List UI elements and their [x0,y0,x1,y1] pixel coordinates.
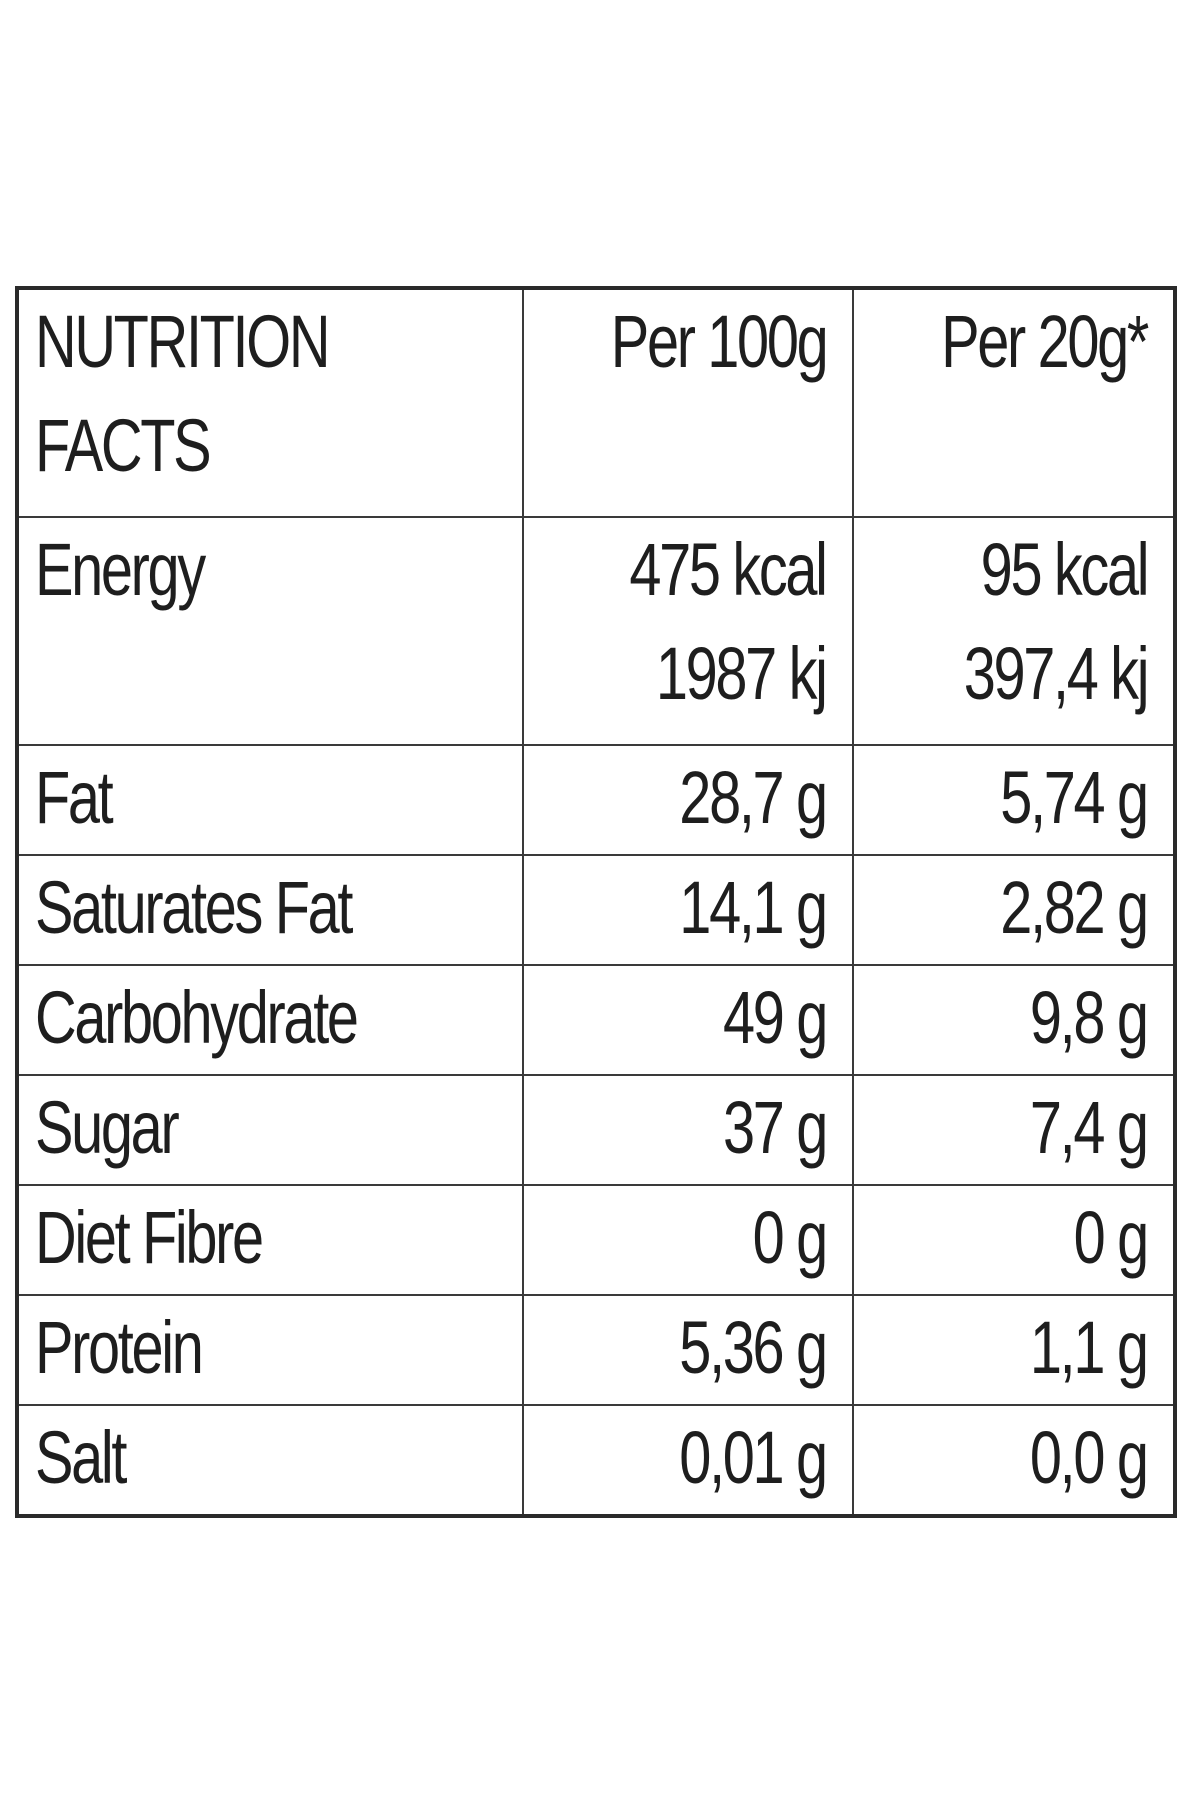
table-row: Protein 5,36 g 1,1 g [16,1294,1176,1406]
nutrient-label: Sugar [16,1074,524,1186]
table-row: Sugar 37 g 7,4 g [16,1074,1176,1186]
energy-per-100g: 475 kcal 1987 kj [522,516,854,746]
value-per-100g: 49 g [522,964,854,1076]
energy-kj-20g: 397,4 kj [963,632,1150,715]
header-title-cell: NUTRITION FACTS [16,287,524,518]
value-per-100g: 28,7 g [522,744,854,856]
table-row: Fat 28,7 g 5,74 g [16,744,1176,856]
value-per-100g: 14,1 g [522,854,854,966]
nutrient-label: Carbohydrate [16,964,524,1076]
table-row: Saturates Fat 14,1 g 2,82 g [16,854,1176,966]
nutrient-label: Saturates Fat [16,854,524,966]
energy-label: Energy [16,516,524,746]
header-title-line-1: NUTRITION [35,300,331,383]
header-per-100g: Per 100g [522,287,854,518]
nutrient-label: Protein [16,1294,524,1406]
value-per-20g: 0,0 g [852,1404,1176,1517]
value-per-100g: 5,36 g [522,1294,854,1406]
energy-kcal-20g: 95 kcal [980,528,1149,611]
header-per-20g: Per 20g* [852,287,1176,518]
value-per-100g: 0 g [522,1184,854,1296]
value-per-20g: 5,74 g [852,744,1176,856]
value-per-100g: 0,01 g [522,1404,854,1517]
header-title-line-2: FACTS [35,404,212,487]
nutrition-facts-table: NUTRITION FACTS Per 100g Per 20g* Energy… [15,286,1177,1518]
value-per-100g: 37 g [522,1074,854,1186]
value-per-20g: 9,8 g [852,964,1176,1076]
table-row: Salt 0,01 g 0,0 g [16,1404,1176,1517]
table-header-row: NUTRITION FACTS Per 100g Per 20g* [16,287,1176,518]
table-row-energy: Energy 475 kcal 1987 kj 95 kcal 397,4 kj [16,516,1176,746]
value-per-20g: 7,4 g [852,1074,1176,1186]
nutrient-label: Salt [16,1404,524,1517]
energy-kcal-100g: 475 kcal [629,528,829,611]
table-row: Carbohydrate 49 g 9,8 g [16,964,1176,1076]
value-per-20g: 0 g [852,1184,1176,1296]
energy-per-20g: 95 kcal 397,4 kj [852,516,1176,746]
table-row: Diet Fibre 0 g 0 g [16,1184,1176,1296]
value-per-20g: 1,1 g [852,1294,1176,1406]
nutrient-label: Diet Fibre [16,1184,524,1296]
energy-kj-100g: 1987 kj [656,632,828,715]
nutrient-label: Fat [16,744,524,856]
value-per-20g: 2,82 g [852,854,1176,966]
